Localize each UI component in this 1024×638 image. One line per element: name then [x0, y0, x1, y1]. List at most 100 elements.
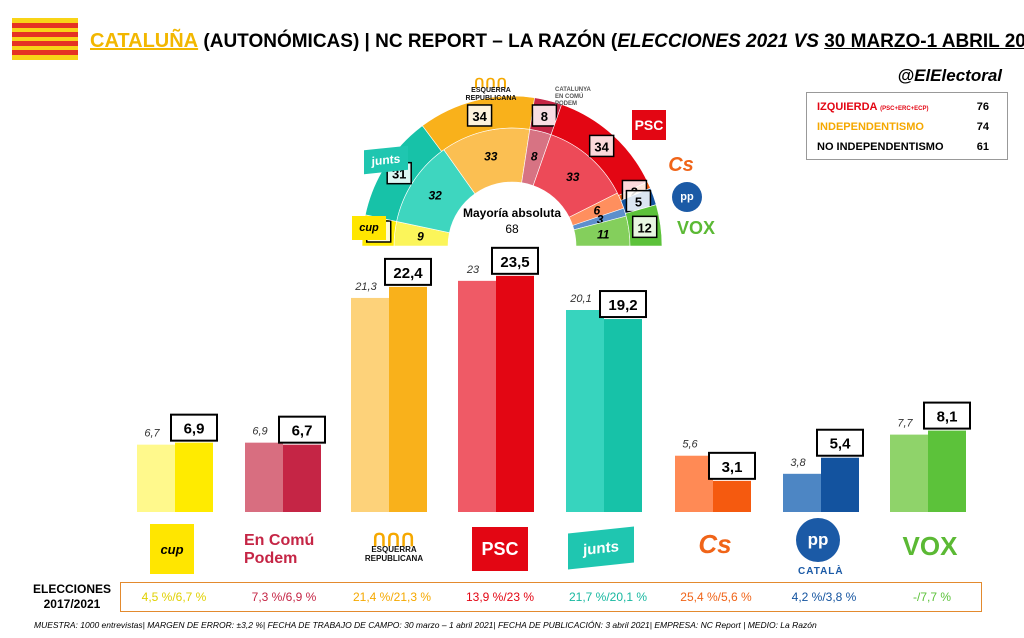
bar-label-2021: 23	[466, 264, 480, 276]
title-dates: 30 MARZO-1 ABRIL 2021	[824, 31, 1024, 52]
bar-2021	[675, 455, 713, 512]
bar-2021	[137, 444, 175, 512]
title-source: | NC REPORT – LA RAZÓN (	[359, 31, 618, 52]
election-result-pp: 4,2 %/3,8 %	[791, 590, 857, 604]
bar-2021	[351, 297, 389, 512]
bar-poll	[175, 442, 213, 512]
bar-label-2021: 6,7	[144, 428, 160, 440]
seat-poll-label-box	[466, 104, 493, 127]
bar-poll	[713, 480, 751, 512]
seat-poll-label: 12	[637, 220, 651, 235]
junts-logo-top: junts	[364, 145, 408, 175]
seat-poll-label: 34	[594, 139, 609, 154]
seat-poll-label: 34	[472, 109, 487, 124]
bloc-value: 74	[976, 121, 989, 133]
vox-logo-top: VOX	[677, 217, 716, 238]
bar-label-2021: 20,1	[569, 293, 591, 305]
seat-poll-label-box	[588, 134, 615, 158]
bar-label-2021: 3,8	[790, 457, 806, 469]
title-kind: (AUTONÓMICAS)	[203, 31, 360, 52]
psc-logo-top: PSC	[632, 110, 666, 140]
election-result-erc: 21,4 %/21,3 %	[352, 590, 432, 604]
bar-label-poll-box	[599, 290, 647, 319]
seat-2021-label: 33	[484, 149, 498, 163]
bar-label-poll: 5,4	[830, 436, 852, 453]
bar-label-2021: 5,6	[682, 439, 698, 451]
bar-2021	[890, 434, 928, 512]
bloc-name: IZQUIERDA	[817, 101, 878, 113]
seat-2021-label: 6	[594, 204, 601, 218]
bar-label-2021: 21,3	[354, 281, 377, 293]
bar-poll	[821, 457, 859, 512]
pp-logo-subtitle: CATALÀ	[798, 566, 844, 577]
election-result-cup: 4,5 %/6,7 %	[141, 590, 207, 604]
page-title: CATALUÑA (AUTONÓMICAS) | NC REPORT – LA …	[90, 30, 1024, 53]
erc-logo: ᑎᑎᑎ ESQUERRA REPUBLICANA	[364, 529, 424, 563]
title-compare: ELECCIONES 2021 VS	[617, 31, 819, 52]
ecp-logo-top: CATALUNYA EN COMÚ PODEM	[555, 86, 591, 107]
ecp-logo: En Comú Podem	[244, 532, 315, 567]
seat-poll-label: 8	[541, 109, 548, 124]
bar-label-poll-box	[491, 246, 539, 275]
bloc-name: NO INDEPENDENTISMO	[817, 141, 944, 153]
bar-poll	[604, 319, 642, 512]
bar-label-2021: 7,7	[897, 418, 913, 430]
bar-label-poll-box	[278, 415, 326, 444]
seat-poll-label: 5	[635, 195, 642, 210]
seat-poll-label-box	[631, 215, 658, 239]
bar-2021	[245, 442, 283, 512]
bar-label-poll: 3,1	[722, 459, 743, 476]
bar-2021	[783, 473, 821, 512]
election-result-psc: 13,9 %/23 %	[465, 590, 535, 604]
catalan-flag-icon	[12, 18, 78, 60]
pp-logo-top: pp	[672, 182, 702, 212]
bar-label-poll-box	[923, 401, 971, 430]
bar-label-poll: 6,9	[184, 421, 205, 438]
election-result-ecp: 7,3 %/6,9 %	[251, 590, 317, 604]
bar-poll	[928, 430, 966, 512]
seat-2021-label: 8	[531, 150, 538, 164]
bloc-value: 61	[976, 141, 989, 153]
majority-label: Mayoría absoluta	[463, 206, 561, 220]
bar-poll	[496, 275, 534, 512]
bar-label-poll: 22,4	[393, 265, 423, 282]
bar-2021	[566, 309, 604, 512]
bar-label-2021: 6,9	[252, 426, 267, 438]
seat-2021-label: 9	[417, 229, 424, 243]
bloc-value: 76	[976, 101, 989, 113]
elections-label: ELECCIONES 2017/2021	[32, 582, 111, 611]
majority-value: 68	[505, 222, 519, 236]
bar-label-poll: 19,2	[608, 297, 637, 314]
junts-logo: junts	[568, 526, 634, 570]
erc-logo-top: ᑎᑎᑎ ESQUERRA REPUBLICANA	[465, 75, 517, 102]
bloc-name: INDEPENDENTISMO	[817, 121, 924, 133]
bar-poll	[283, 444, 321, 512]
election-result-junts: 21,7 %/20,1 %	[568, 590, 648, 604]
bloc-detail: (PSC+ERC+ECP)	[880, 106, 929, 112]
cup-logo-top: cup	[352, 216, 386, 240]
bar-label-poll-box	[384, 257, 432, 286]
seat-poll-label-box	[531, 104, 558, 127]
author-handle: @ElElectoral	[897, 66, 1002, 85]
bar-poll	[389, 286, 427, 512]
seat-2021-label: 3	[597, 213, 604, 227]
bloc-row-independentismo: INDEPENDENTISMO 74	[817, 121, 997, 139]
election-result-cs: 25,4 %/5,6 %	[680, 590, 752, 604]
bloc-row-izquierda: IZQUIERDA (PSC+ERC+ECP) 76	[817, 101, 997, 119]
seat-2021-label: 33	[566, 170, 580, 184]
erc-arcs-icon: ᑎᑎᑎ	[474, 75, 508, 91]
bar-label-poll: 23,5	[500, 254, 529, 271]
election-result-vox: -/7,7 %	[912, 590, 951, 604]
cs-logo: Cs	[698, 528, 732, 559]
pp-logo: pp	[796, 518, 840, 562]
title-region: CATALUÑA	[90, 30, 199, 52]
bar-label-poll: 6,7	[292, 423, 313, 440]
seat-2021-label: 11	[597, 227, 610, 241]
psc-logo: PSC	[472, 527, 528, 571]
bloc-summary-box: IZQUIERDA (PSC+ERC+ECP) 76 INDEPENDENTIS…	[806, 92, 1008, 160]
elections-results-box: 4,5 %/6,7 % 7,3 %/6,9 % 21,4 %/21,3 % 13…	[120, 582, 982, 612]
cs-logo-top: Cs	[668, 153, 694, 176]
bar-2021	[458, 280, 496, 512]
bar-label-poll-box	[708, 451, 756, 480]
